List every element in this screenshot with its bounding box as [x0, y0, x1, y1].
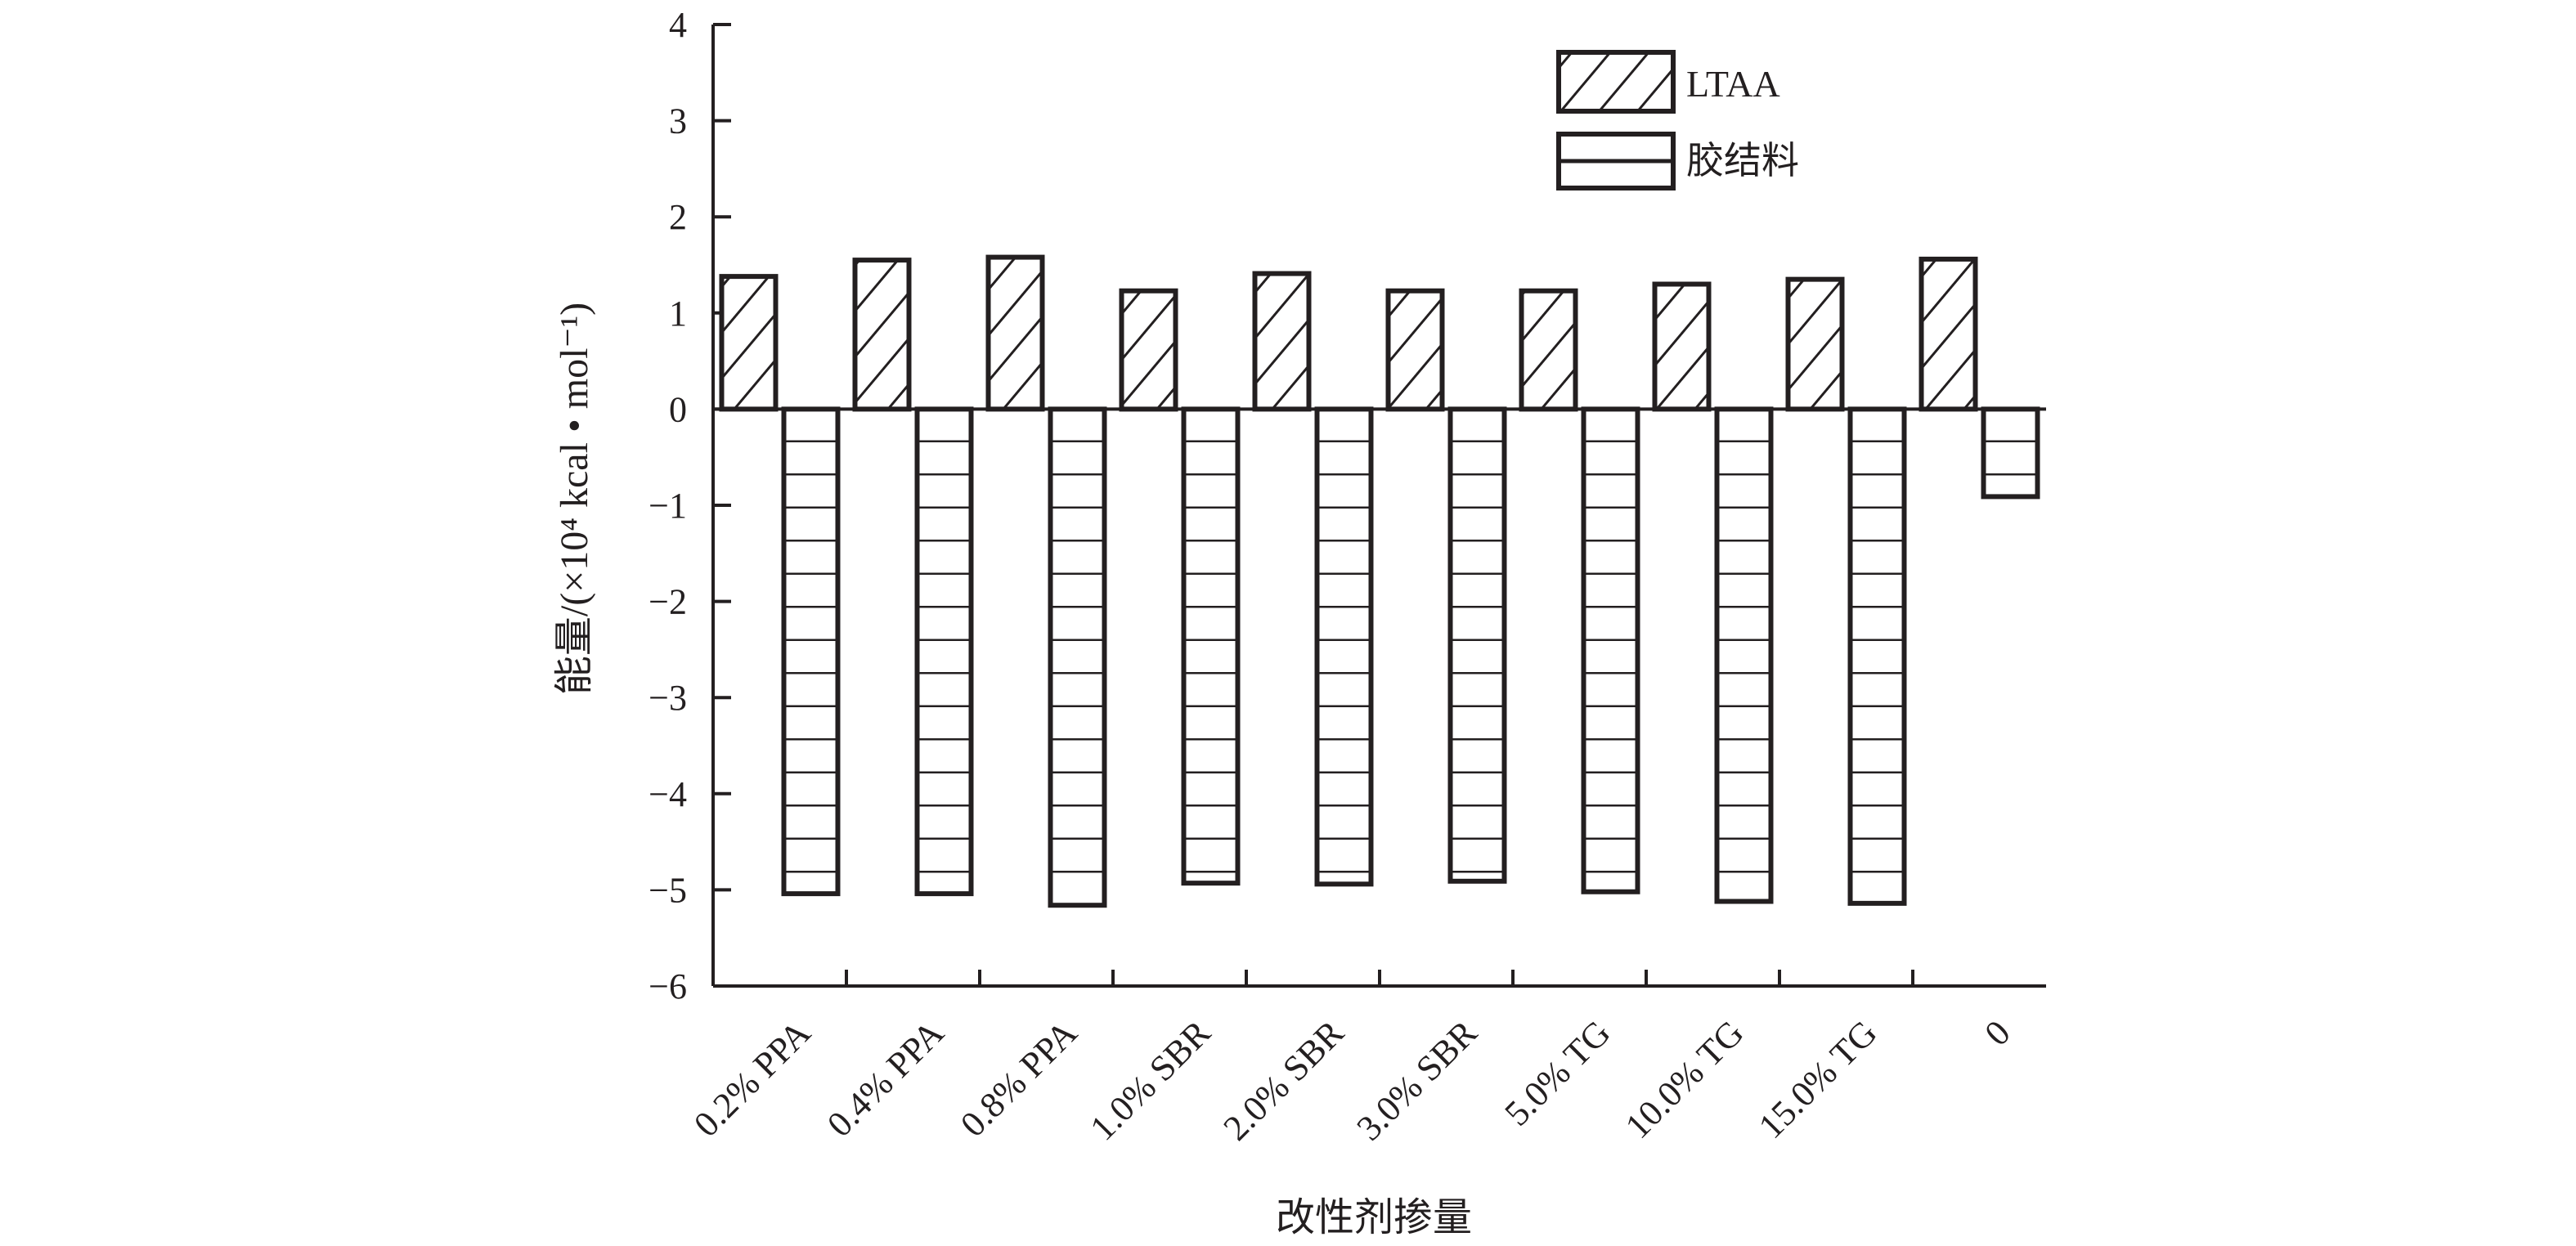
y-axis: 4 3 2 1 0 −1 −2 −3 −4 −5 −6	[648, 5, 731, 1006]
bar-binder	[1714, 406, 1774, 904]
bars	[713, 254, 2046, 908]
bar-binder	[1181, 406, 1241, 886]
bar-ltaa	[852, 258, 912, 412]
bar-ltaa	[1919, 256, 1978, 412]
y-tick-label: 4	[669, 5, 687, 45]
bar-binder	[1847, 406, 1907, 906]
y-tick-label: −6	[648, 966, 687, 1006]
x-tick-label: 2.0% SBR	[1216, 1012, 1353, 1149]
bar-ltaa	[1252, 271, 1312, 412]
bar-binder	[1048, 406, 1107, 908]
bar-ltaa	[985, 254, 1045, 412]
y-tick-label: −3	[648, 678, 687, 718]
legend-label-ltaa: LTAA	[1686, 63, 1780, 105]
y-axis-title: 能量/(×10⁴ kcal • mol⁻¹)	[553, 303, 596, 695]
x-tick-label: 0.2% PPA	[686, 1012, 819, 1145]
legend-label-binder: 胶结料	[1686, 140, 1799, 182]
x-tick-label: 15.0% TG	[1751, 1012, 1885, 1146]
x-axis-title: 改性剂掺量	[1276, 1196, 1472, 1239]
bar-ltaa	[1385, 288, 1445, 412]
x-tick-label: 0.4% PPA	[819, 1012, 952, 1145]
bar-binder	[781, 406, 841, 897]
x-tick-label: 3.0% SBR	[1349, 1012, 1486, 1149]
y-tick-label: −2	[648, 582, 687, 622]
bar-ltaa	[719, 274, 779, 412]
y-tick-label: −1	[648, 486, 687, 526]
y-tick-label: 1	[669, 294, 687, 334]
y-tick-label: 0	[669, 389, 687, 429]
legend: LTAA 胶结料	[1556, 50, 1799, 190]
x-tick-label: 0	[1977, 1012, 2017, 1053]
y-tick-label: 2	[669, 197, 687, 237]
bar-binder	[1447, 406, 1507, 884]
bar-binder	[1581, 406, 1640, 894]
bar-ltaa	[1652, 281, 1712, 412]
bar-binder	[1314, 406, 1374, 887]
bar-ltaa	[1119, 288, 1178, 412]
y-tick-label: −4	[648, 774, 687, 814]
bar-binder	[1981, 406, 2040, 500]
bar-ltaa	[1519, 288, 1578, 412]
y-tick-label: −5	[648, 870, 687, 910]
x-tick-label: 5.0% TG	[1497, 1012, 1618, 1133]
x-tick-label: 1.0% SBR	[1083, 1012, 1219, 1149]
y-tick-label: 3	[669, 101, 687, 141]
legend-swatch-ltaa	[1556, 50, 1676, 114]
bar-ltaa	[1785, 276, 1845, 412]
x-tick-label: 10.0% TG	[1618, 1012, 1752, 1146]
bar-binder	[914, 406, 974, 897]
x-tick-label: 0.8% PPA	[953, 1012, 1085, 1145]
